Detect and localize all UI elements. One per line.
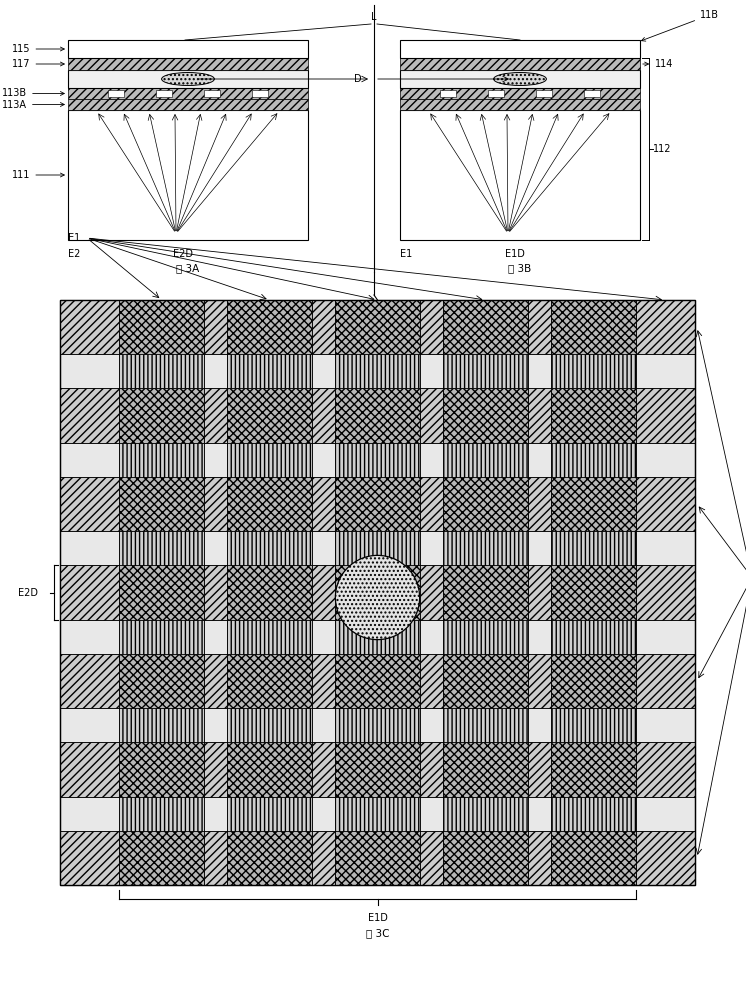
Bar [60, 300, 695, 885]
Text: 112: 112 [653, 144, 671, 154]
Bar [442, 831, 528, 885]
Bar [400, 110, 640, 240]
Bar [119, 654, 204, 708]
Bar [400, 40, 640, 58]
Text: D: D [354, 74, 362, 84]
Bar [488, 90, 504, 97]
Text: 图 3A: 图 3A [176, 263, 200, 273]
Ellipse shape [162, 73, 214, 85]
Bar [335, 300, 420, 885]
Text: 115: 115 [12, 44, 64, 54]
Bar [119, 477, 204, 531]
Bar [551, 300, 636, 354]
Bar [227, 565, 313, 620]
Bar [227, 831, 313, 885]
Bar [119, 742, 204, 797]
Bar [60, 831, 695, 885]
Bar [400, 99, 640, 110]
Text: E1: E1 [68, 233, 80, 243]
Bar [68, 70, 308, 88]
Bar [60, 477, 695, 531]
Text: E2: E2 [68, 249, 81, 259]
Bar [335, 654, 420, 708]
Bar [551, 654, 636, 708]
Bar [335, 831, 420, 885]
Bar [335, 388, 420, 443]
Text: 113B: 113B [2, 89, 64, 99]
Bar [119, 300, 204, 354]
Bar [252, 90, 268, 97]
Bar [68, 99, 308, 110]
Bar [442, 742, 528, 797]
Bar [442, 654, 528, 708]
Bar [551, 831, 636, 885]
Bar [60, 300, 695, 354]
Bar [204, 90, 220, 97]
Bar [551, 565, 636, 620]
Bar [227, 477, 313, 531]
Bar [442, 300, 528, 885]
Circle shape [336, 555, 419, 640]
Bar [60, 742, 695, 797]
Bar [60, 388, 695, 443]
Text: 117: 117 [12, 59, 64, 69]
Bar [551, 388, 636, 443]
Bar [68, 88, 308, 99]
Bar [119, 831, 204, 885]
Bar [335, 477, 420, 531]
Text: 111: 111 [12, 170, 64, 180]
Bar [68, 40, 308, 58]
Bar [584, 90, 600, 97]
Bar [119, 300, 204, 885]
Bar [536, 90, 552, 97]
Text: 113A: 113A [2, 100, 64, 109]
Bar [551, 300, 636, 885]
Bar [442, 300, 528, 354]
Text: E2D: E2D [173, 249, 193, 259]
Bar [227, 300, 313, 354]
Bar [108, 90, 124, 97]
Bar [335, 565, 420, 620]
Bar [227, 742, 313, 797]
Text: E1D: E1D [505, 249, 525, 259]
Text: L: L [372, 12, 377, 22]
Text: 114: 114 [643, 59, 674, 69]
Text: E1D: E1D [368, 913, 387, 923]
Text: E2D: E2D [18, 587, 38, 597]
Bar [551, 742, 636, 797]
Bar [156, 90, 172, 97]
Bar [440, 90, 456, 97]
Bar [60, 654, 695, 708]
Bar [227, 654, 313, 708]
Bar [68, 110, 308, 240]
Bar [68, 58, 308, 70]
Text: E1: E1 [400, 249, 413, 259]
Text: 图 3B: 图 3B [508, 263, 532, 273]
Bar [119, 388, 204, 443]
Text: 11B: 11B [642, 10, 719, 41]
Bar [442, 388, 528, 443]
Bar [400, 88, 640, 99]
Bar [335, 742, 420, 797]
Bar [551, 477, 636, 531]
Bar [60, 300, 695, 885]
Ellipse shape [494, 73, 546, 85]
Bar [119, 565, 204, 620]
Bar [400, 70, 640, 88]
Bar [60, 565, 695, 620]
Bar [442, 565, 528, 620]
Bar [442, 477, 528, 531]
Bar [400, 58, 640, 70]
Bar [227, 388, 313, 443]
Bar [227, 300, 313, 885]
Text: 图 3C: 图 3C [366, 928, 389, 938]
Bar [335, 300, 420, 354]
